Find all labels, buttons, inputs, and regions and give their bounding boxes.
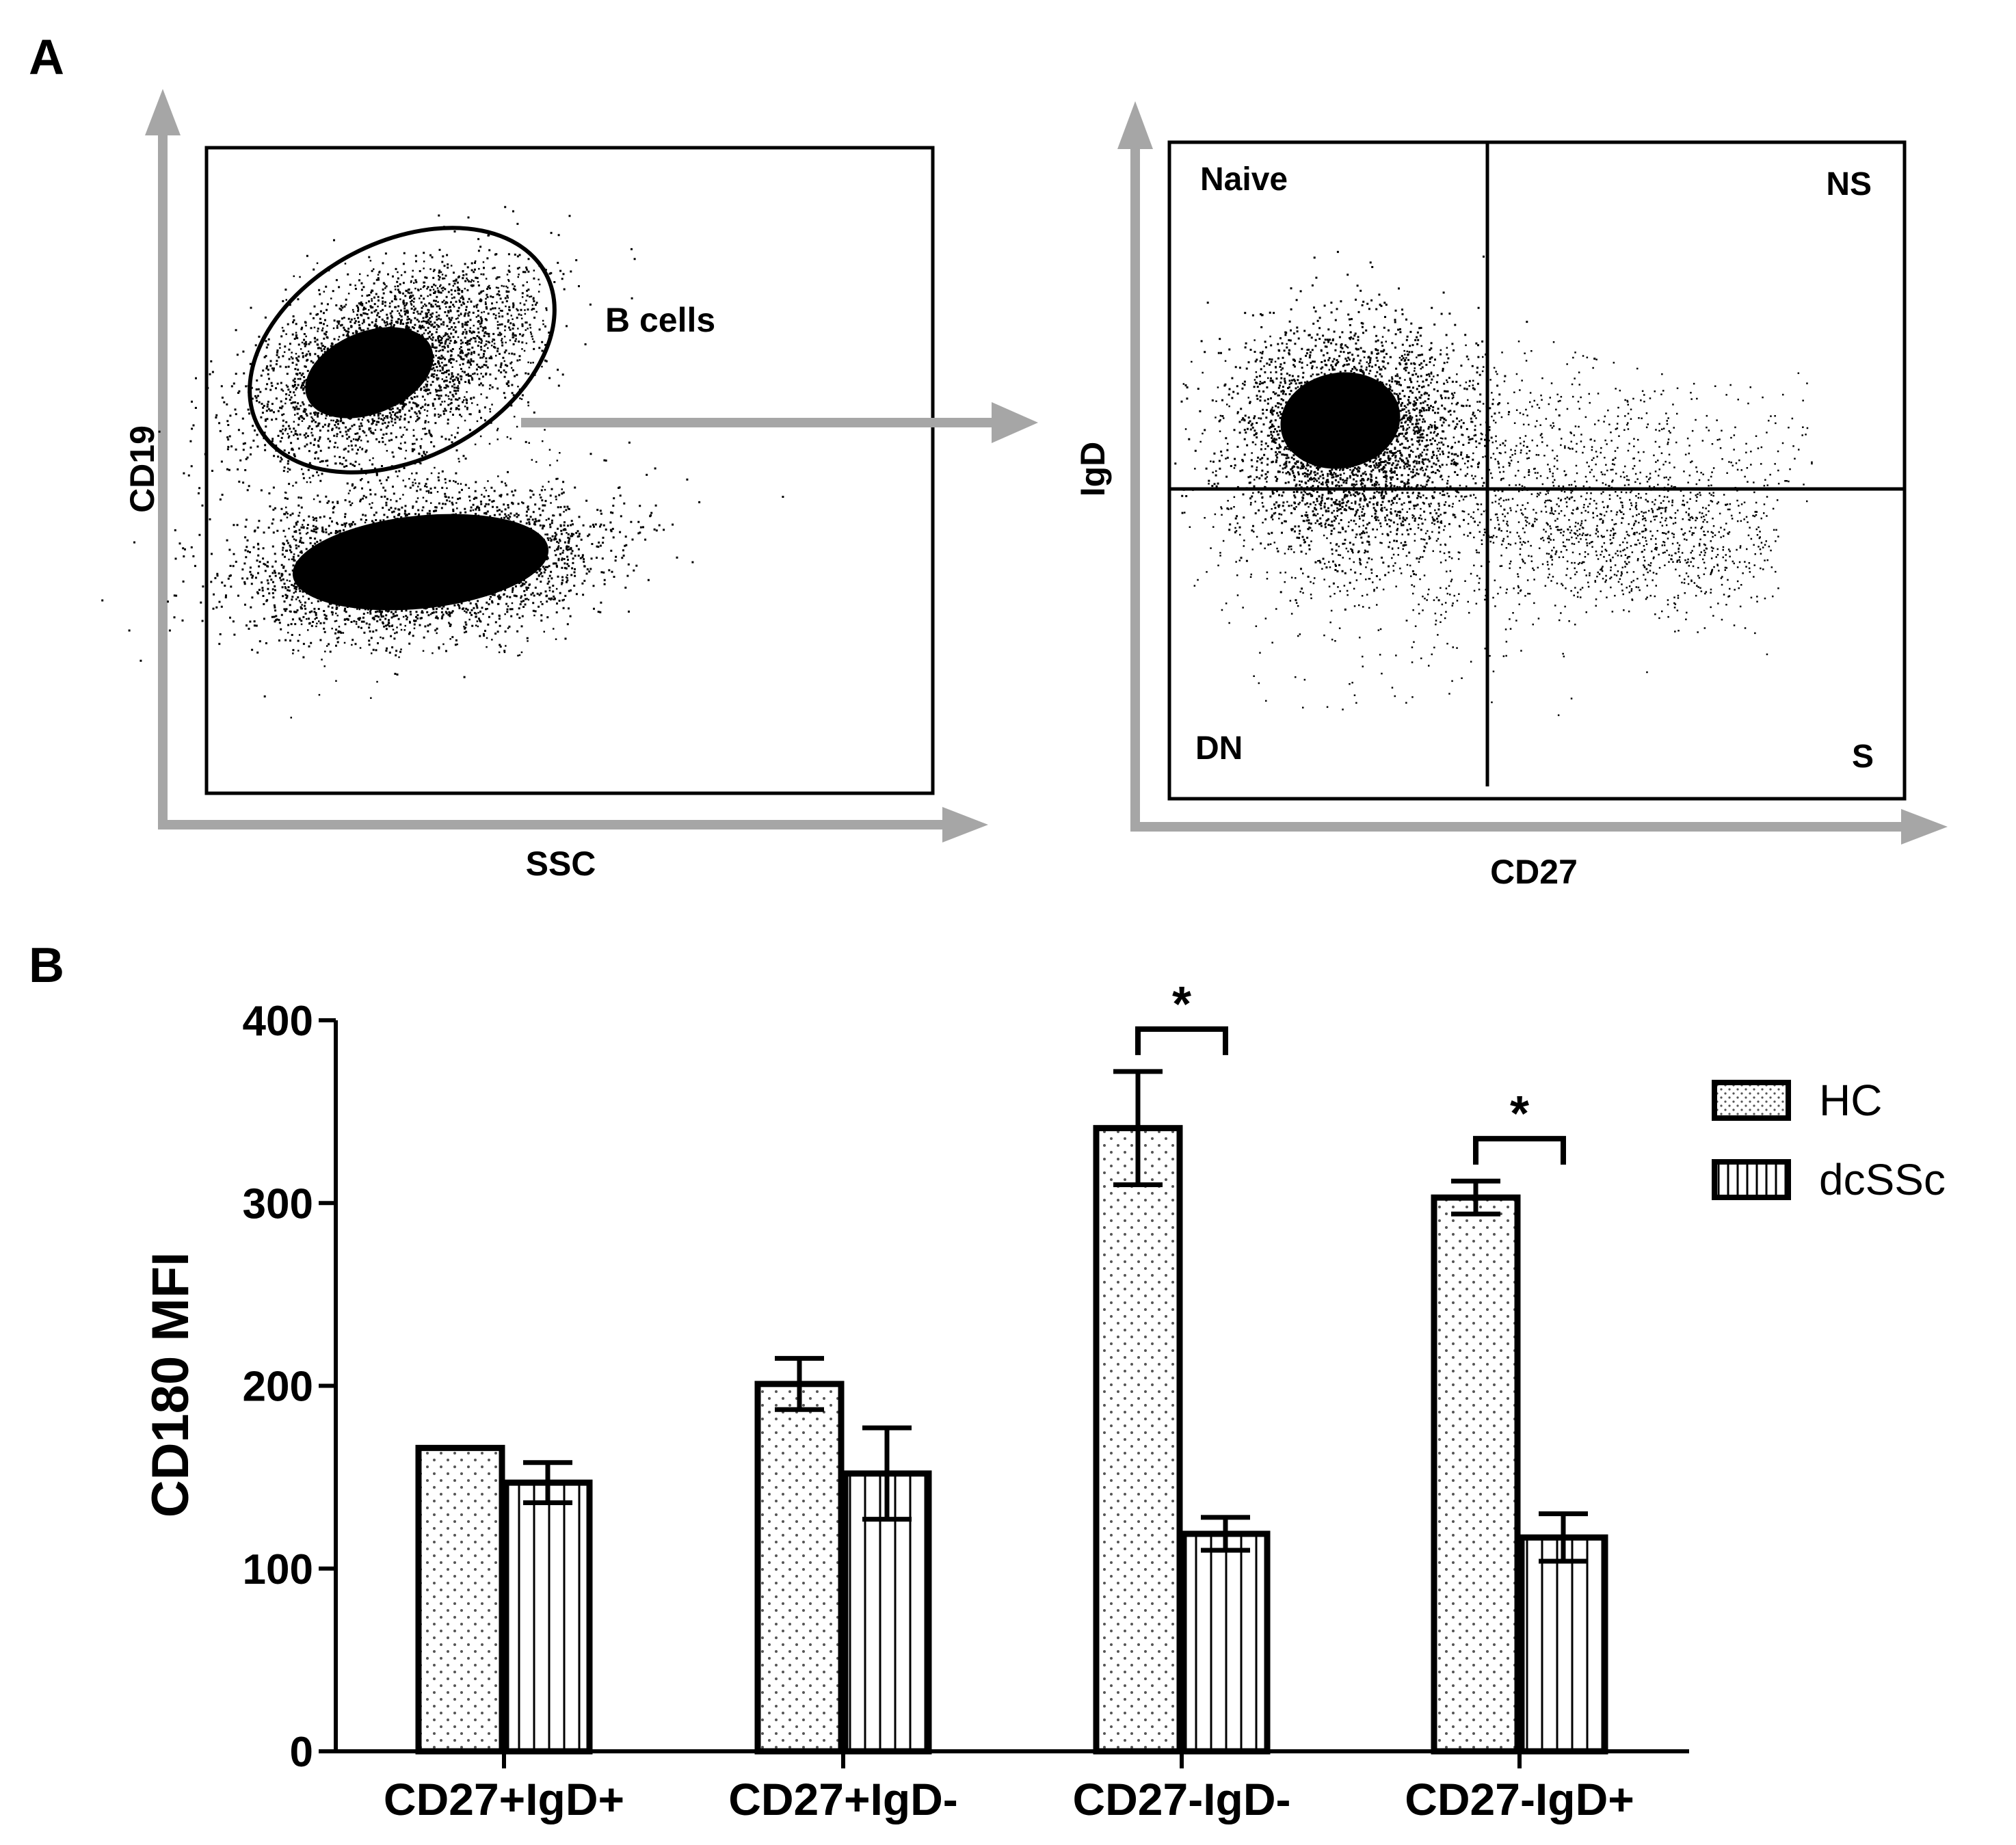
- bar-dcssc-3: [1180, 1530, 1271, 1755]
- legend-swatch-dcssc: [1712, 1159, 1791, 1200]
- x-tick-label: CD27-IgD+: [1405, 1774, 1634, 1824]
- left-x-arrowhead: [942, 807, 988, 842]
- scatter-cloud: [1470, 341, 1813, 522]
- b-cell-gate: [248, 226, 557, 475]
- significance-star: *: [1510, 1087, 1529, 1141]
- y-tick-label: 0: [290, 1729, 313, 1776]
- x-ticks: CD27+IgD+ CD27+IgD- CD27-IgD- CD27-IgD+: [384, 1751, 1634, 1824]
- legend-swatch-hc: [1712, 1080, 1791, 1121]
- y-tick-label: 100: [243, 1546, 313, 1593]
- quadrant-ns-label: NS: [1826, 166, 1872, 202]
- significance-bracket: [1135, 1026, 1228, 1055]
- scatter-cloud: [1174, 250, 1596, 611]
- flow-plot-right: Naive NS DN S CD27 IgD: [1074, 101, 1948, 891]
- right-x-arrowhead: [1901, 809, 1948, 845]
- bar-chart: 0 100 200 300 400 CD27+IgD+ CD27+IgD- CD27-IgD…: [142, 977, 1946, 1824]
- left-scatter-points: [101, 206, 784, 719]
- legend-label-dcssc: dcSSc: [1819, 1155, 1946, 1204]
- bar-hc-3: [1093, 1125, 1183, 1755]
- left-plot-frame: [204, 146, 935, 795]
- y-tick-label: 300: [243, 1180, 313, 1227]
- legend-label-hc: HC: [1819, 1076, 1882, 1125]
- scatter-cloud: [1470, 438, 1779, 674]
- y-ticks: 0 100 200 300 400: [243, 998, 336, 1776]
- gating-arrowhead: [992, 402, 1038, 443]
- scatter-cloud: [158, 206, 636, 556]
- scatter-core: [1280, 372, 1401, 469]
- bar-chart-y-axis-title: CD180 MFI: [142, 1252, 200, 1518]
- quadrant-s-label: S: [1852, 739, 1874, 775]
- quadrant-naive-label: Naive: [1200, 161, 1288, 198]
- y-tick-label: 200: [243, 1364, 313, 1411]
- b-cells-gate-label: B cells: [605, 301, 715, 339]
- x-tick-label: CD27+IgD+: [384, 1774, 624, 1824]
- left-y-arrowhead: [145, 89, 181, 135]
- left-x-axis-label: SSC: [526, 845, 596, 883]
- panel-b-letter: B: [29, 938, 64, 993]
- panel-a-letter: A: [29, 30, 64, 85]
- bar-hc-1: [415, 1444, 505, 1755]
- bar-hc-4: [1431, 1194, 1521, 1755]
- right-y-arrowhead: [1117, 101, 1153, 149]
- legend: HC dcSSc: [1712, 1076, 1946, 1204]
- flow-plot-left: B cells SSC CD19: [101, 89, 988, 883]
- bar-dcssc-4: [1518, 1534, 1608, 1755]
- significance-marks: **: [1135, 977, 1566, 1165]
- bars: [415, 1069, 1608, 1755]
- bar-hc-2: [754, 1381, 845, 1755]
- x-tick-label: CD27-IgD-: [1072, 1774, 1290, 1824]
- quadrant-dn-label: DN: [1195, 730, 1243, 767]
- y-tick-label: 400: [243, 998, 313, 1045]
- x-tick-label: CD27+IgD-: [728, 1774, 958, 1824]
- left-y-axis-label: CD19: [123, 425, 161, 513]
- right-scatter-points: [1174, 250, 1813, 717]
- significance-bracket: [1473, 1136, 1566, 1165]
- significance-star: *: [1172, 977, 1191, 1032]
- scatter-cloud: [1182, 335, 1706, 717]
- right-x-axis-label: CD27: [1490, 853, 1578, 891]
- right-y-axis-label: IgD: [1074, 442, 1112, 497]
- right-plot-frame: [1167, 140, 1907, 801]
- bar-dcssc-1: [503, 1479, 593, 1755]
